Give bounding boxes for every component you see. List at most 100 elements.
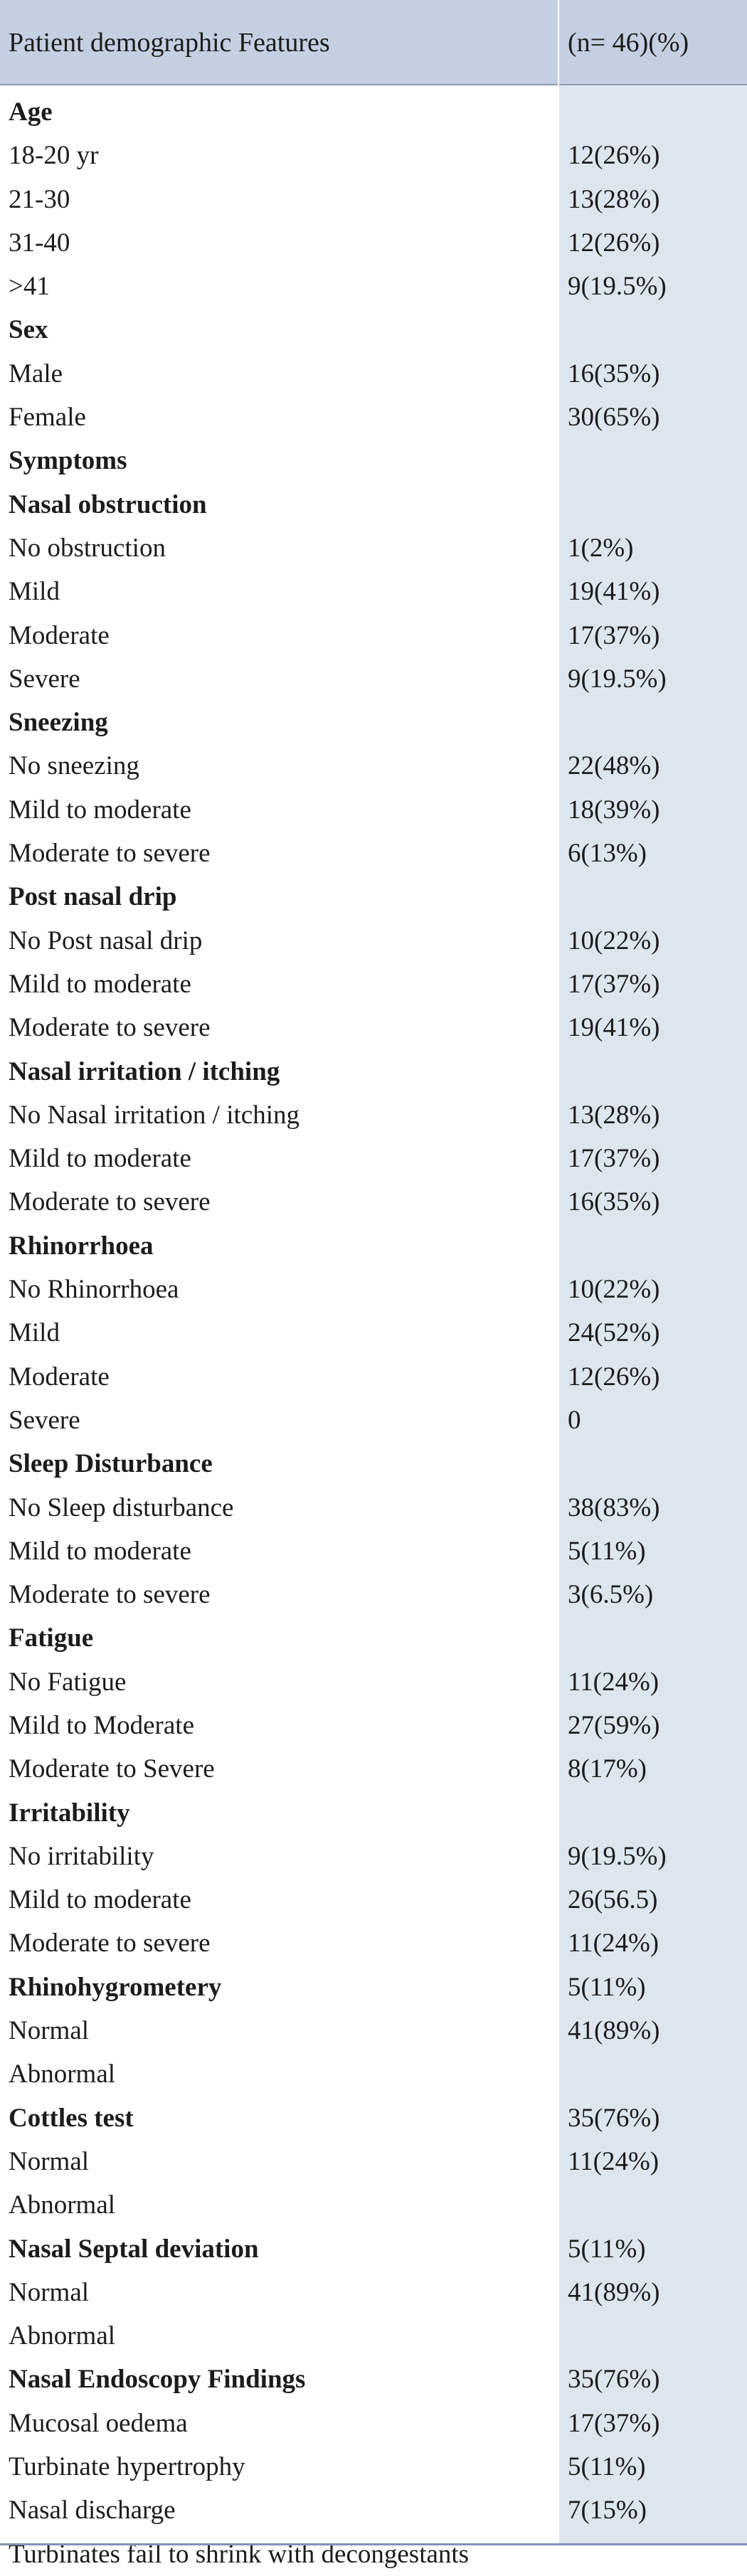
row-label: Nasal discharge xyxy=(9,2496,176,2525)
section-heading-label: Age xyxy=(9,97,53,127)
row-label: No Sleep disturbance xyxy=(9,1493,234,1522)
table-row: Normal 11(24%) xyxy=(0,2140,747,2183)
table-row: Moderate to severe 6(13%) xyxy=(0,832,747,875)
row-label: No Nasal irritation / itching xyxy=(9,1100,300,1130)
header-features: Patient demographic Features xyxy=(9,28,330,58)
row-label: >41 xyxy=(9,272,50,302)
row-value: 8(17%) xyxy=(568,1754,647,1784)
table-row: Turbinate hypertrophy 5(11%) xyxy=(0,2445,747,2488)
table-row: >41 9(19.5%) xyxy=(0,265,747,308)
row-value: 24(52%) xyxy=(568,1318,660,1348)
row-label: Severe xyxy=(9,664,80,694)
row-value: 6(13%) xyxy=(568,839,647,869)
row-value: 19(41%) xyxy=(568,577,660,607)
section-heading-row: Irritability xyxy=(0,1791,747,1835)
row-label: Abnormal xyxy=(9,2060,116,2089)
table-row: Nasal discharge 7(15%) xyxy=(0,2488,747,2532)
row-label: Mild to moderate xyxy=(9,1885,191,1915)
section-heading-label: Nasal Endoscopy Findings xyxy=(9,2365,306,2395)
row-value: 17(37%) xyxy=(568,2408,660,2438)
row-label: Moderate to severe xyxy=(9,1187,211,1217)
row-value: 16(35%) xyxy=(568,359,660,388)
table-row: 21-30 13(28%) xyxy=(0,178,747,221)
section-heading-row: Nasal irritation / itching xyxy=(0,1050,747,1093)
row-value: 10(22%) xyxy=(568,1275,660,1305)
row-value: 5(11%) xyxy=(568,2452,646,2482)
section-heading-row: Cottles test 35(76%) xyxy=(0,2097,747,2140)
table-row: Turbinates fail to shrink with decongest… xyxy=(0,2533,747,2576)
table-row: Mild to Moderate 27(59%) xyxy=(0,1704,747,1747)
row-value: 9(19.5%) xyxy=(568,1841,667,1871)
row-label: Moderate xyxy=(9,620,110,650)
section-heading-label: Sex xyxy=(9,315,48,345)
row-label: Mild to moderate xyxy=(9,1536,191,1566)
row-label: Moderate to severe xyxy=(9,1580,211,1610)
row-label: Moderate to severe xyxy=(9,1929,211,1958)
table-row: Mild 24(52%) xyxy=(0,1311,747,1355)
table-row: No Rhinorrhoea 10(22%) xyxy=(0,1268,747,1311)
table-row: 18-20 yr 12(26%) xyxy=(0,134,747,177)
table-row: No Fatigue 11(24%) xyxy=(0,1660,747,1704)
section-heading-row: Sleep Disturbance xyxy=(0,1442,747,1485)
row-value: 5(11%) xyxy=(568,2234,646,2264)
row-value: 11(24%) xyxy=(568,1929,659,1958)
section-heading-label: Nasal obstruction xyxy=(9,489,207,519)
row-value: 9(19.5%) xyxy=(568,664,667,694)
row-label: Moderate to Severe xyxy=(9,1754,215,1784)
row-label: Male xyxy=(9,359,63,388)
row-value: 19(41%) xyxy=(568,1013,660,1043)
row-label: No Rhinorrhoea xyxy=(9,1275,179,1305)
row-value: 18(39%) xyxy=(568,795,660,825)
section-heading-label: Cottles test xyxy=(9,2103,134,2133)
row-label: No Fatigue xyxy=(9,1667,127,1697)
table-row: Mild to moderate 18(39%) xyxy=(0,788,747,832)
row-label: Turbinate hypertrophy xyxy=(9,2452,245,2482)
table-row: Moderate to Severe 8(17%) xyxy=(0,1747,747,1791)
header-divider xyxy=(558,0,559,85)
table-row: Moderate 17(37%) xyxy=(0,614,747,657)
table-row: Mild to moderate 17(37%) xyxy=(0,1137,747,1180)
row-value: 11(24%) xyxy=(568,2146,659,2176)
row-label: Mild to moderate xyxy=(9,969,191,999)
row-value: 17(37%) xyxy=(568,620,660,650)
row-label: Mild xyxy=(9,577,60,607)
row-label: No obstruction xyxy=(9,533,166,563)
row-label: No Post nasal drip xyxy=(9,926,203,955)
table-row: Severe 9(19.5%) xyxy=(0,657,747,701)
section-heading-row: Rhinohygrometery 5(11%) xyxy=(0,1966,747,2009)
section-heading-label: Fatigue xyxy=(9,1623,94,1653)
section-heading-row: Nasal obstruction xyxy=(0,483,747,526)
row-label: Moderate to severe xyxy=(9,839,211,869)
table-row: No Post nasal drip 10(22%) xyxy=(0,919,747,963)
row-label: Female xyxy=(9,403,86,433)
table-header: Patient demographic Features (n= 46)(%) xyxy=(0,0,747,85)
section-heading-row: Fatigue xyxy=(0,1616,747,1660)
table-bottom-rule xyxy=(0,2543,747,2545)
table-row: Mucosal oedema 17(37%) xyxy=(0,2402,747,2445)
row-value: 22(48%) xyxy=(568,751,660,781)
row-value: 3(6.5%) xyxy=(568,1580,654,1610)
header-count-percent: (n= 46)(%) xyxy=(568,28,689,58)
row-value: 12(26%) xyxy=(568,141,660,171)
row-value: 13(28%) xyxy=(568,184,660,214)
row-value: 12(26%) xyxy=(568,1362,660,1392)
table-row: No sneezing 22(48%) xyxy=(0,744,747,788)
table-row: Normal 41(89%) xyxy=(0,2271,747,2314)
table-row: Abnormal xyxy=(0,2052,747,2096)
row-value: 17(37%) xyxy=(568,969,660,999)
table-row: Male 16(35%) xyxy=(0,352,747,396)
row-value: 7(15%) xyxy=(568,2496,647,2525)
row-value: 13(28%) xyxy=(568,1100,660,1130)
section-heading-label: Rhinorrhoea xyxy=(9,1231,154,1261)
section-heading-row: Age xyxy=(0,90,747,134)
section-heading-label: Sleep Disturbance xyxy=(9,1449,213,1479)
table-row: No irritability 9(19.5%) xyxy=(0,1835,747,1878)
row-value: 27(59%) xyxy=(568,1710,660,1740)
section-heading-row: Nasal Septal deviation 5(11%) xyxy=(0,2227,747,2271)
table-row: No Sleep disturbance 38(83%) xyxy=(0,1486,747,1530)
table-row: 31-40 12(26%) xyxy=(0,221,747,265)
table-row: Moderate to severe 11(24%) xyxy=(0,1922,747,1965)
table-row: Mild 19(41%) xyxy=(0,570,747,613)
section-heading-label: Nasal irritation / itching xyxy=(9,1056,280,1086)
row-value: 35(76%) xyxy=(568,2103,660,2133)
